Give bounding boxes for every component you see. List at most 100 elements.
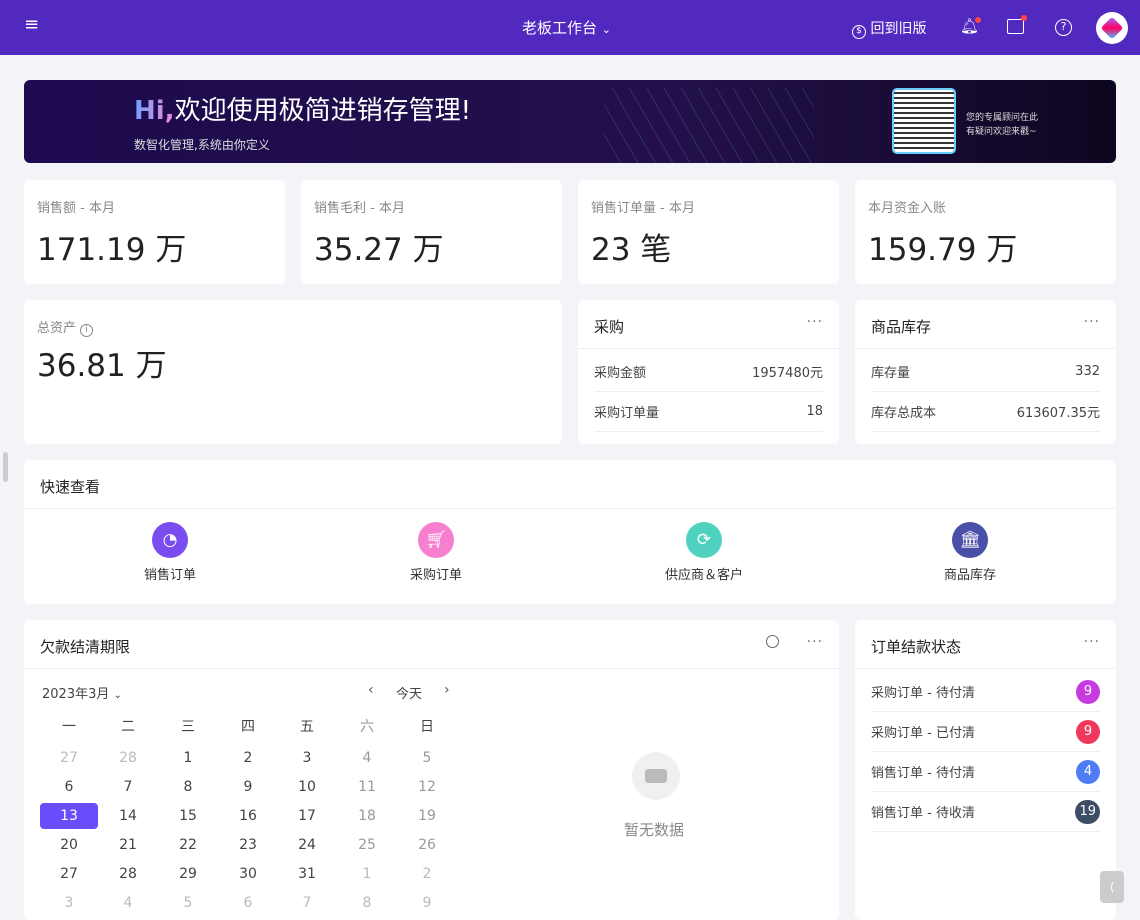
weekday-header: 二	[121, 719, 135, 735]
weekday-header: 一	[62, 719, 76, 735]
calendar-day[interactable]: 20	[60, 837, 78, 853]
chevron-down-icon: ⌄	[601, 23, 612, 36]
calendar-day[interactable]: 4	[362, 750, 372, 766]
stock-title: 商品库存	[871, 318, 932, 336]
quick-item[interactable]: ◔ 销售订单	[110, 522, 230, 583]
row-key: 采购订单 - 待付清	[871, 686, 975, 701]
info-icon[interactable]: i	[80, 324, 94, 337]
stock-row: 库存量 332	[871, 352, 1100, 392]
bell-icon[interactable]: 🔔︎	[960, 17, 982, 35]
calendar-day[interactable]: 27	[60, 750, 78, 766]
calendar-day[interactable]: 28	[119, 866, 137, 882]
calendar-day[interactable]: 27	[60, 866, 78, 882]
workspace-switcher[interactable]: 老板工作台 ⌄	[522, 17, 611, 38]
purchase-row: 采购订单量 18	[594, 392, 823, 432]
search-icon[interactable]	[766, 635, 779, 648]
stat-card: 销售毛利 - 本月 35.27 万	[301, 180, 562, 284]
calendar-day[interactable]: 18	[358, 808, 376, 824]
calendar-day[interactable]: 6	[243, 895, 253, 911]
calendar-day[interactable]: 26	[418, 837, 436, 853]
menu-icon[interactable]: ≡	[24, 14, 40, 35]
calendar-day[interactable]: 8	[183, 779, 193, 795]
calendar-day[interactable]: 11	[358, 779, 376, 795]
calendar-day[interactable]: 3	[302, 750, 312, 766]
order-status-row[interactable]: 采购订单 - 待付清 9	[871, 672, 1100, 712]
calendar-day[interactable]: 3	[64, 895, 74, 911]
calendar-day[interactable]: 5	[183, 895, 193, 911]
calendar-day[interactable]: 9	[422, 895, 432, 911]
inbox-icon[interactable]	[1007, 15, 1027, 34]
collapse-handle[interactable]: ⟨	[1100, 871, 1124, 903]
prev-month-icon[interactable]: ‹	[368, 682, 374, 698]
stat-value: 171.19 万	[37, 232, 187, 268]
calendar-day[interactable]: 19	[418, 808, 436, 824]
count-badge: 9	[1076, 719, 1100, 744]
calendar-day[interactable]: 15	[179, 808, 197, 824]
old-version-link[interactable]: $ 回到旧版	[852, 18, 926, 39]
calendar-day[interactable]: 17	[298, 808, 316, 824]
calendar-day[interactable]: 6	[64, 779, 74, 795]
stat-card: 销售订单量 - 本月 23 笔	[578, 180, 839, 284]
qr-line1: 您的专属顾问在此	[966, 113, 1039, 123]
order-status-row[interactable]: 采购订单 - 已付清 9	[871, 712, 1100, 752]
assets-value: 36.81 万	[37, 348, 167, 384]
row-key: 采购金额	[594, 366, 647, 381]
count-badge: 19	[1075, 799, 1100, 824]
refresh-icon: ⟳	[686, 522, 722, 558]
calendar-day[interactable]: 4	[123, 895, 133, 911]
calendar-day[interactable]: 28	[119, 750, 137, 766]
more-icon[interactable]: ···	[1083, 634, 1100, 650]
row-value: 332	[1075, 364, 1100, 379]
quick-item[interactable]: 🛒︎ 采购订单	[376, 522, 496, 583]
calendar-day[interactable]: 7	[123, 779, 133, 795]
calendar-day[interactable]: 23	[239, 837, 257, 853]
more-icon[interactable]: ···	[806, 314, 823, 330]
order-status-title: 订单结款状态	[871, 638, 962, 656]
calendar-day[interactable]: 13	[40, 803, 98, 829]
calendar-day[interactable]: 22	[179, 837, 197, 853]
calendar-day[interactable]: 16	[239, 808, 257, 824]
order-status-row[interactable]: 销售订单 - 待收清 19	[871, 792, 1100, 832]
today-button[interactable]: 今天	[396, 687, 423, 702]
calendar-day[interactable]: 29	[179, 866, 197, 882]
calendar-day[interactable]: 25	[358, 837, 376, 853]
sidebar-handle[interactable]	[3, 452, 8, 482]
old-version-label: 回到旧版	[870, 21, 927, 37]
calendar-day[interactable]: 14	[119, 808, 137, 824]
debt-calendar-card: 欠款结清期限 ··· 2023年3月 ⌄ ‹ 今天 › 一二三四五六日 27 28 1…	[24, 620, 839, 920]
calendar-title: 欠款结清期限	[40, 638, 131, 656]
more-icon[interactable]: ···	[806, 634, 823, 650]
workspace-title: 老板工作台	[522, 19, 598, 37]
month-select[interactable]: 2023年3月 ⌄	[42, 683, 122, 702]
help-icon[interactable]: ?	[1055, 19, 1072, 36]
more-icon[interactable]: ···	[1083, 314, 1100, 330]
calendar-day[interactable]: 1	[362, 866, 372, 882]
quick-view-title: 快速查看	[40, 478, 101, 496]
banner-subtitle: 数智化管理,系统由你定义	[134, 138, 270, 152]
stat-value: 35.27 万	[314, 232, 444, 268]
empty-inbox-icon	[632, 752, 680, 800]
calendar-day[interactable]: 9	[243, 779, 253, 795]
calendar-day[interactable]: 24	[298, 837, 316, 853]
month-label: 2023年3月	[42, 687, 110, 702]
calendar-day[interactable]: 2	[422, 866, 432, 882]
calendar-day[interactable]: 5	[422, 750, 432, 766]
calendar-day[interactable]: 8	[362, 895, 372, 911]
cart-icon: 🛒︎	[418, 522, 454, 558]
calendar-day[interactable]: 1	[183, 750, 193, 766]
weekday-header: 四	[241, 719, 255, 735]
quick-view-card: 快速查看 ◔ 销售订单 🛒︎ 采购订单 ⟳ 供应商＆客户 🏛︎ 商品库存	[24, 460, 1116, 604]
order-status-row[interactable]: 销售订单 - 待付清 4	[871, 752, 1100, 792]
calendar-day[interactable]: 12	[418, 779, 436, 795]
row-value: 18	[806, 404, 823, 419]
calendar-day[interactable]: 10	[298, 779, 316, 795]
quick-item[interactable]: ⟳ 供应商＆客户	[644, 522, 764, 583]
calendar-day[interactable]: 30	[239, 866, 257, 882]
calendar-day[interactable]: 2	[243, 750, 253, 766]
calendar-day[interactable]: 21	[119, 837, 137, 853]
calendar-day[interactable]: 31	[298, 866, 316, 882]
calendar-day[interactable]: 7	[302, 895, 312, 911]
next-month-icon[interactable]: ›	[444, 682, 450, 698]
avatar[interactable]	[1096, 12, 1128, 44]
quick-item[interactable]: 🏛︎ 商品库存	[910, 522, 1030, 583]
